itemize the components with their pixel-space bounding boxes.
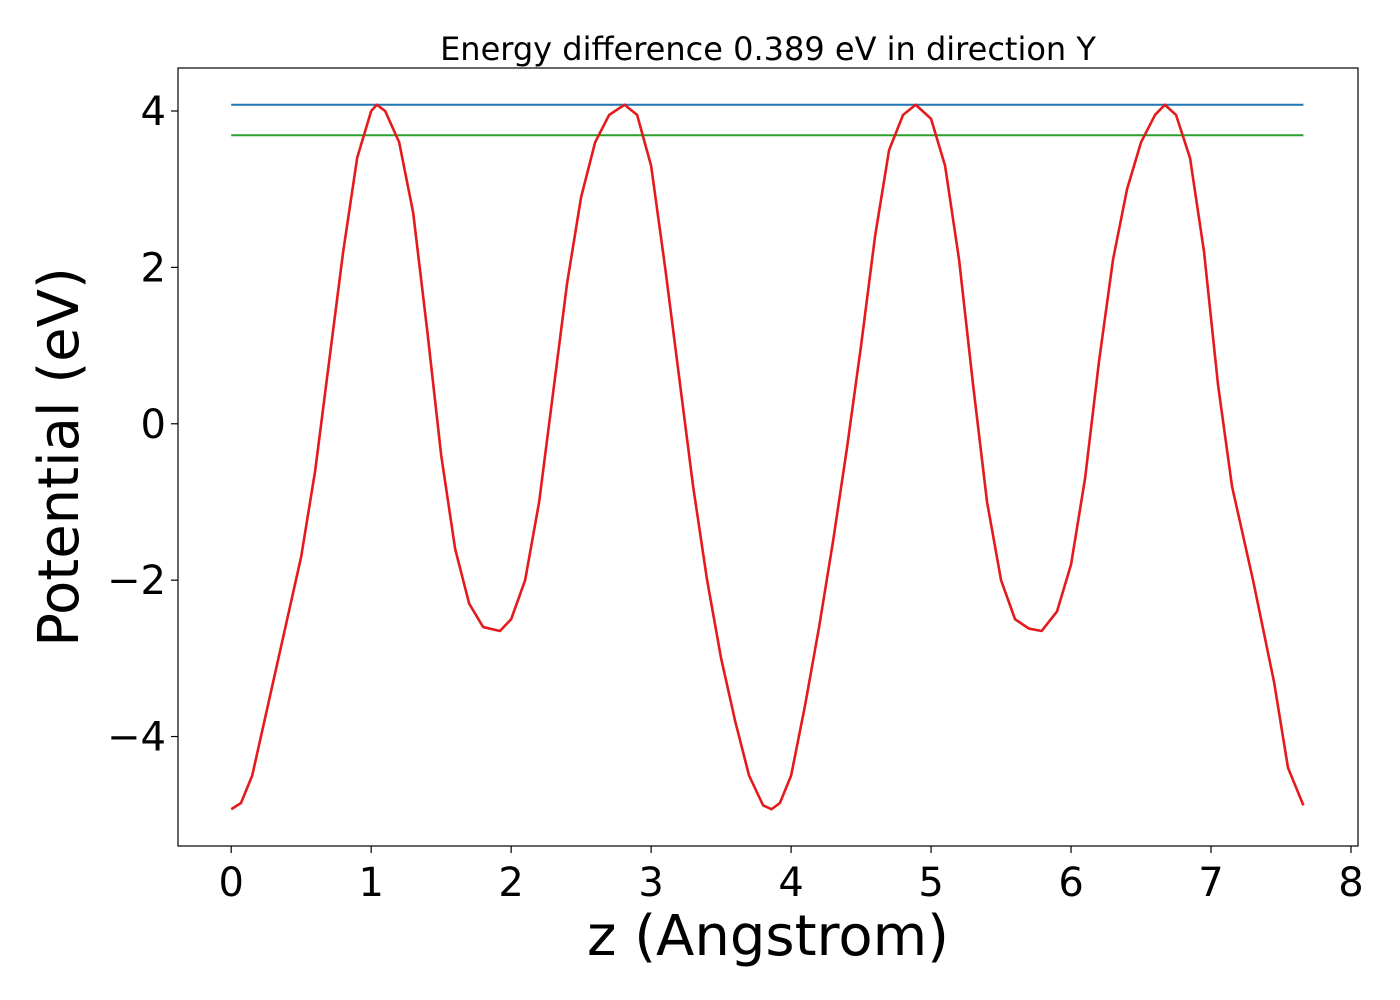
x-tick-label: 5 bbox=[918, 860, 943, 906]
series-layer bbox=[230, 103, 1305, 811]
y-tick-label: 4 bbox=[141, 89, 166, 135]
x-tick-label: 7 bbox=[1198, 860, 1223, 906]
x-tick-label: 8 bbox=[1338, 860, 1363, 906]
x-tick-label: 0 bbox=[218, 860, 243, 906]
x-axis-ticks: 0 1 2 3 4 5 6 7 8 bbox=[218, 846, 1364, 906]
x-tick-label: 3 bbox=[638, 860, 663, 906]
plot-frame bbox=[177, 67, 1359, 847]
x-tick-label: 2 bbox=[498, 860, 523, 906]
y-tick-label: −2 bbox=[107, 558, 166, 604]
x-tick-label: 6 bbox=[1058, 860, 1083, 906]
x-axis-title: z (Angstrom) bbox=[587, 904, 949, 969]
y-tick-label: 2 bbox=[141, 245, 166, 291]
series-line-3 bbox=[230, 103, 1305, 811]
y-axis-title: Potential (eV) bbox=[27, 267, 92, 647]
x-tick-label: 1 bbox=[358, 860, 383, 906]
x-tick-label: 4 bbox=[778, 860, 803, 906]
y-axis-ticks: −4 −2 0 2 4 bbox=[107, 89, 178, 761]
y-tick-label: −4 bbox=[107, 715, 166, 761]
chart-title: Energy difference 0.389 eV in direction … bbox=[440, 30, 1096, 68]
y-tick-label: 0 bbox=[141, 402, 166, 448]
